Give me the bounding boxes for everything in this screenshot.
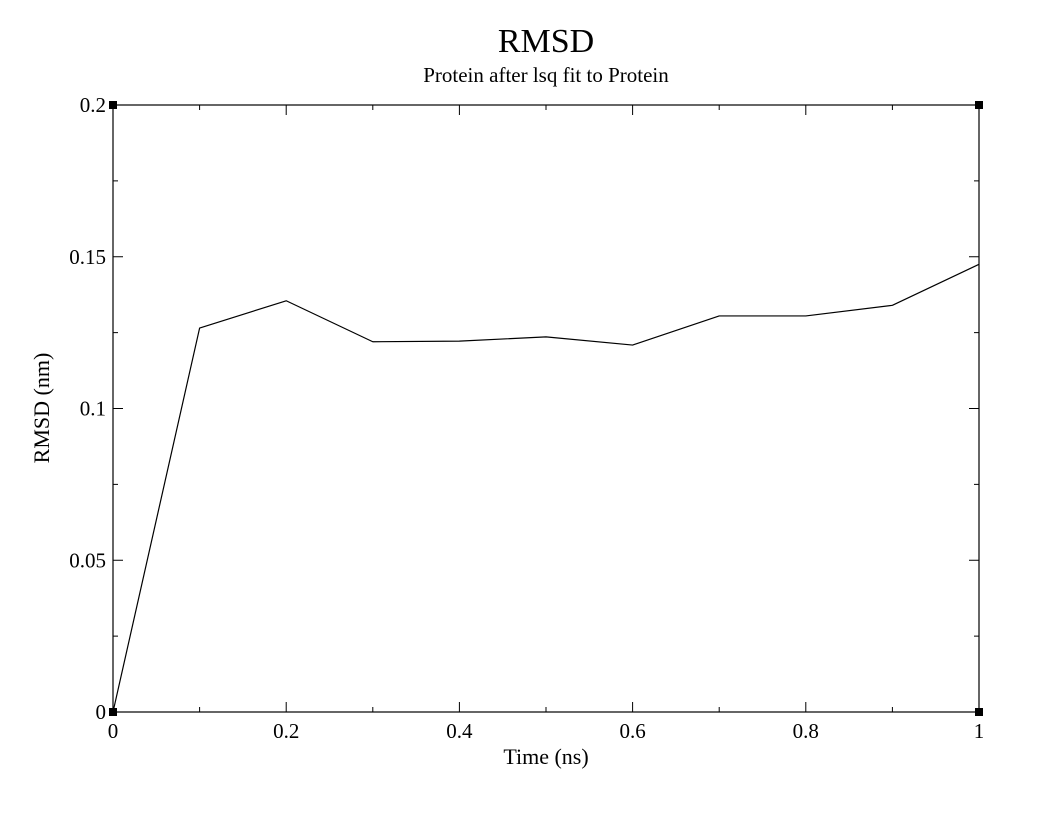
x-tick-label: 0.8: [793, 719, 819, 743]
y-axis-label: RMSD (nm): [29, 353, 54, 464]
chart-title: RMSD: [498, 23, 594, 60]
corner-marker: [975, 101, 983, 109]
x-tick-label: 1: [974, 719, 985, 743]
y-tick-label: 0.2: [80, 93, 106, 117]
series-group: [112, 263, 980, 713]
plot-frame: [112, 104, 980, 713]
corner-marker: [975, 708, 983, 716]
corner-markers: [109, 101, 983, 716]
y-tick-label: 0.15: [69, 245, 106, 269]
corner-marker: [109, 708, 117, 716]
chart-subtitle: Protein after lsq fit to Protein: [423, 63, 669, 87]
x-tick-label: 0.6: [619, 719, 645, 743]
x-axis-label: Time (ns): [503, 744, 588, 769]
x-tick-label: 0.2: [273, 719, 299, 743]
y-tick-label: 0.1: [80, 397, 106, 421]
y-tick-label: 0: [96, 700, 107, 724]
corner-marker: [109, 101, 117, 109]
y-tick-label: 0.05: [69, 548, 106, 572]
tick-labels: 0 0.2 0.4 0.6 0.8 1 0 0.05 0.1 0.15 0.2: [69, 93, 984, 743]
axis-ticks: [112, 104, 980, 713]
x-tick-label: 0.4: [446, 719, 473, 743]
series-line: [112, 263, 980, 713]
x-tick-label: 0: [108, 719, 119, 743]
